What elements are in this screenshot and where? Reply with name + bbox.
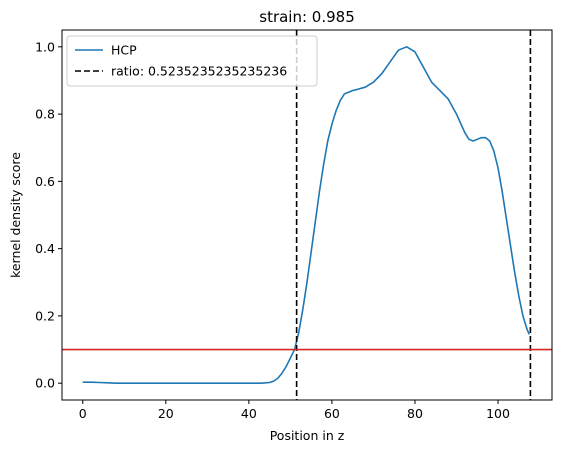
x-tick-label: 100 [486, 406, 510, 421]
y-tick-label: 0.8 [35, 107, 55, 122]
legend-entry-ratio-label: ratio: 0.5235235235235236 [111, 64, 287, 79]
chart-title: strain: 0.985 [259, 8, 355, 26]
y-tick-label: 0.0 [35, 376, 55, 391]
x-tick-label: 20 [158, 406, 174, 421]
y-tick-label: 0.2 [35, 308, 55, 323]
x-tick-label: 0 [79, 406, 87, 421]
legend: HCP ratio: 0.5235235235235236 [66, 35, 318, 87]
series-line-hcp [82, 46, 530, 384]
axes-frame [61, 29, 553, 401]
x-axis-label: Position in z [270, 428, 345, 443]
y-tick-label: 0.6 [35, 174, 55, 189]
legend-box [66, 35, 318, 87]
y-axis: 0.0 0.2 0.4 0.6 0.8 1.0 [35, 39, 62, 391]
y-axis-label: kernel density score [8, 152, 23, 278]
x-tick-label: 40 [241, 406, 257, 421]
x-tick-label: 60 [324, 406, 340, 421]
y-tick-label: 0.4 [35, 241, 55, 256]
x-tick-label: 80 [407, 406, 423, 421]
plot-area [62, 30, 552, 400]
x-axis: 0 20 40 60 80 100 [79, 400, 510, 421]
legend-entry-hcp-label: HCP [111, 43, 137, 58]
y-tick-label: 1.0 [35, 39, 55, 54]
